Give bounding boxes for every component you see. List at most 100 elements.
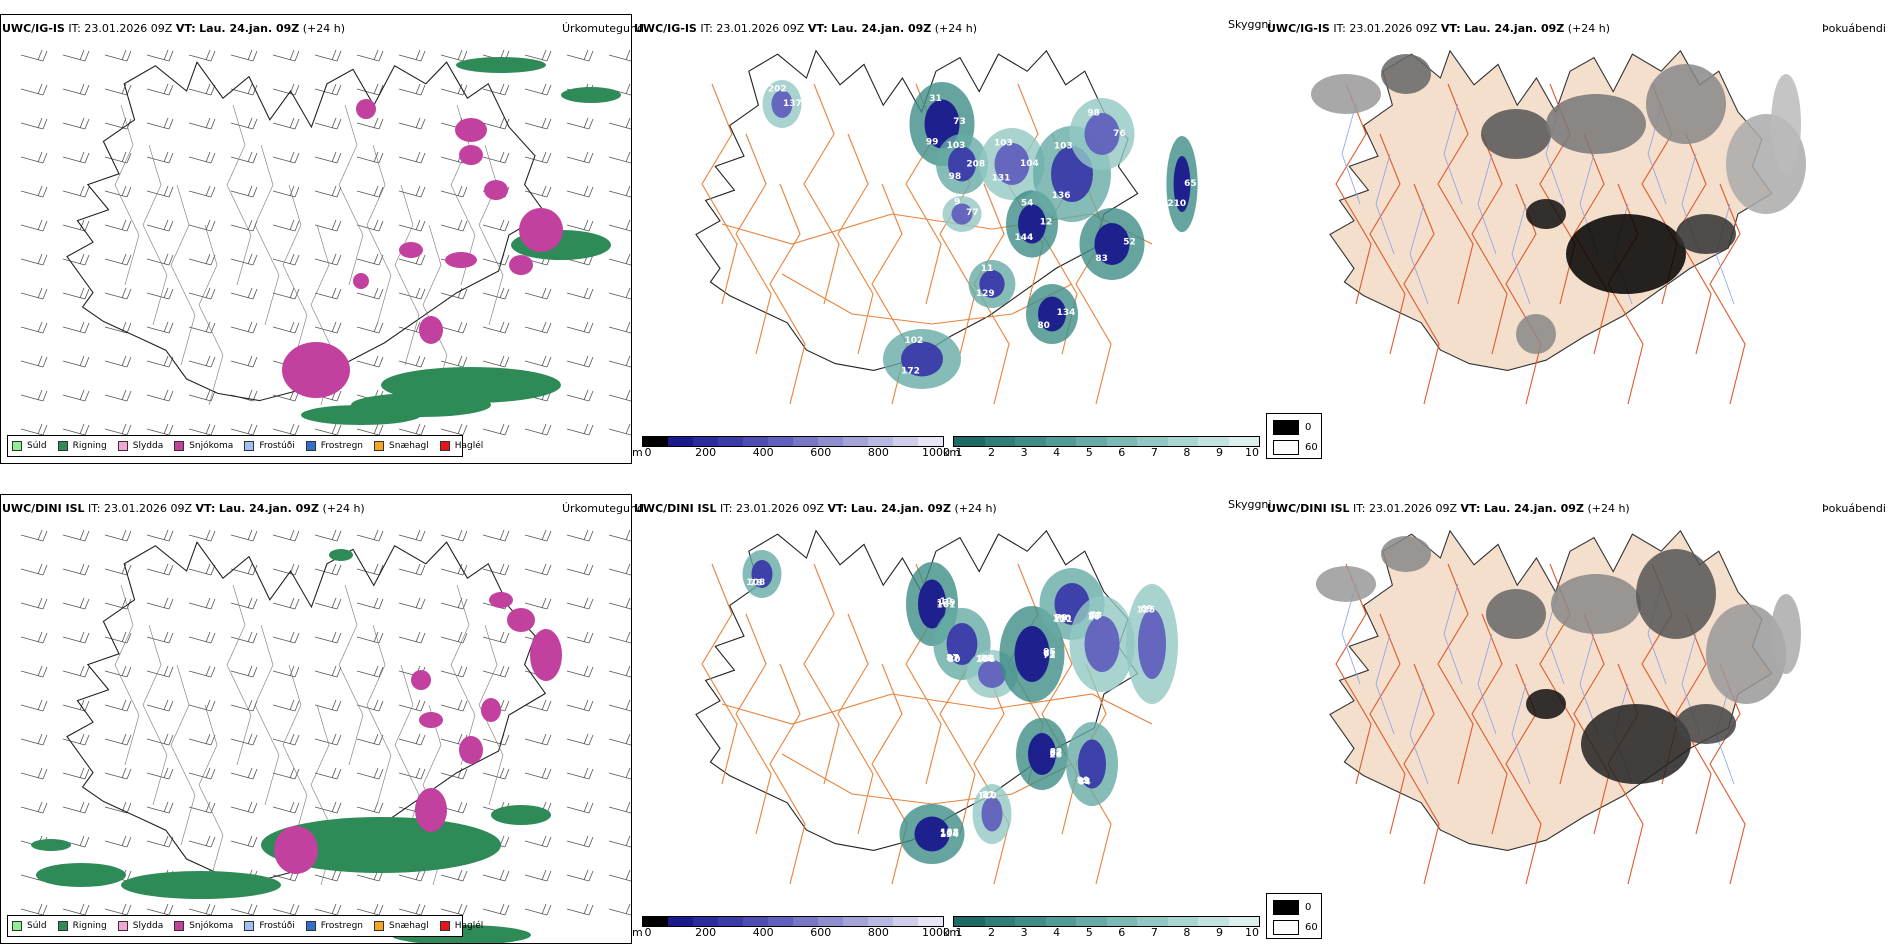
wind-barb	[20, 321, 48, 334]
legend-item-súld: Súld	[12, 441, 47, 451]
colorbar-tick: 8	[1183, 926, 1191, 939]
snow-area	[399, 242, 423, 258]
colorbar-tick: 0	[644, 446, 652, 459]
wind-barb	[608, 185, 631, 198]
wind-barb	[356, 767, 384, 780]
colorbar-box	[1045, 437, 1076, 446]
visibility-value-label: 103	[1054, 142, 1073, 152]
terrain-line	[338, 104, 364, 286]
wind-barb	[356, 597, 384, 610]
wind-barb	[566, 597, 594, 610]
low-visibility-m-area	[918, 579, 946, 629]
terrain-line	[170, 664, 196, 846]
legend-item-frostregn: Frostregn	[305, 921, 363, 931]
visibility-value-label: 87	[946, 654, 959, 664]
visibility-value-label: 69	[1140, 605, 1153, 615]
wind-barb	[272, 733, 300, 746]
wind-barb	[188, 321, 216, 334]
wind-barb	[440, 699, 468, 712]
wind-barb	[146, 529, 174, 542]
colorbar-tick: 10	[1245, 446, 1259, 459]
wind-barb	[356, 631, 384, 644]
visibility-value-label: 103	[994, 139, 1013, 149]
visibility-value-label: 11	[981, 264, 994, 274]
wind-barb	[314, 869, 342, 882]
wind-barb	[608, 49, 631, 62]
road-line	[1437, 563, 1474, 785]
wind-barb	[356, 733, 384, 746]
wind-barb	[608, 767, 631, 780]
colorbar-unit: m	[632, 446, 643, 459]
road-line	[1675, 613, 1712, 835]
fog-area	[1516, 314, 1556, 354]
wind-barb	[440, 83, 468, 96]
road-line	[735, 613, 772, 835]
wind-barb	[524, 321, 552, 334]
low-visibility-m-area	[1084, 113, 1120, 155]
colorbar-box	[1198, 437, 1229, 446]
wind-barb	[608, 529, 631, 542]
terrain-line	[338, 584, 364, 766]
panel-variable-top-3: Þokuábendi	[1822, 22, 1886, 35]
fog-key-black-swatch	[1273, 420, 1299, 435]
wind-barb	[482, 767, 510, 780]
visibility-panel-bottom: 10 80 106 95 121 16 82 84 110 138 78 125 129 87 111 61 1…	[632, 494, 1266, 944]
wind-barb	[440, 185, 468, 198]
wind-barb	[398, 767, 426, 780]
wind-barb	[272, 529, 300, 542]
wind-barb	[314, 563, 342, 576]
wind-barb	[356, 665, 384, 678]
colorbar-box	[793, 917, 818, 926]
visibility-colorbar-m-bottom: m 0 200 400 600 800 1000	[632, 916, 950, 944]
colorbar-tick: 600	[810, 926, 832, 939]
wind-barb	[188, 83, 216, 96]
wind-barb	[398, 529, 426, 542]
wind-barb	[356, 423, 384, 436]
rain-area	[36, 863, 126, 887]
wind-barb	[566, 733, 594, 746]
low-visibility-m-area	[914, 816, 950, 852]
visibility-value-label: 77	[982, 791, 995, 801]
colorbar-box	[893, 917, 918, 926]
wind-barb	[104, 219, 132, 232]
wind-barb	[440, 321, 468, 334]
colorbar-box	[718, 437, 743, 446]
terrain-line	[114, 104, 140, 286]
wind-barb	[524, 423, 552, 436]
legend-swatch	[12, 921, 22, 931]
wind-barb	[62, 665, 90, 678]
wind-barb	[104, 253, 132, 266]
fog-area	[1706, 604, 1786, 704]
colorbar-tick: 2	[988, 926, 996, 939]
colorbar-box	[1015, 917, 1046, 926]
wind-barb	[566, 185, 594, 198]
wind-barb	[272, 117, 300, 130]
fog-panel-top	[1266, 14, 1900, 464]
fog-area	[1676, 704, 1736, 744]
colorbar-box	[843, 437, 868, 446]
river-line	[1409, 203, 1429, 305]
visibility-value-label: 106	[976, 655, 995, 665]
colorbar-tick: 3	[1020, 446, 1028, 459]
colorbar-box	[1198, 917, 1229, 926]
visibility-value-label: 103	[947, 141, 966, 151]
terrain-line	[114, 584, 140, 766]
snow-area	[459, 145, 483, 165]
panel-title-top-2: UWC/IG-IS IT: 23.01.2026 09Z VT: Lau. 24…	[634, 22, 978, 35]
wind-barb	[482, 355, 510, 368]
wind-barb	[188, 529, 216, 542]
wind-barb	[146, 699, 174, 712]
wind-barb	[20, 903, 48, 916]
wind-barb	[356, 219, 384, 232]
wind-barb	[566, 321, 594, 334]
visibility-value-label: 72	[1043, 651, 1056, 661]
road-line	[1369, 133, 1406, 355]
wind-barb	[188, 355, 216, 368]
visibility-value-label: 98	[1087, 109, 1100, 119]
snow-area	[411, 670, 431, 690]
wind-barb	[524, 563, 552, 576]
legend-swatch	[117, 441, 128, 451]
visibility-value-label: 61	[1043, 649, 1056, 659]
wind-barb	[524, 699, 552, 712]
rain-area	[561, 87, 621, 103]
